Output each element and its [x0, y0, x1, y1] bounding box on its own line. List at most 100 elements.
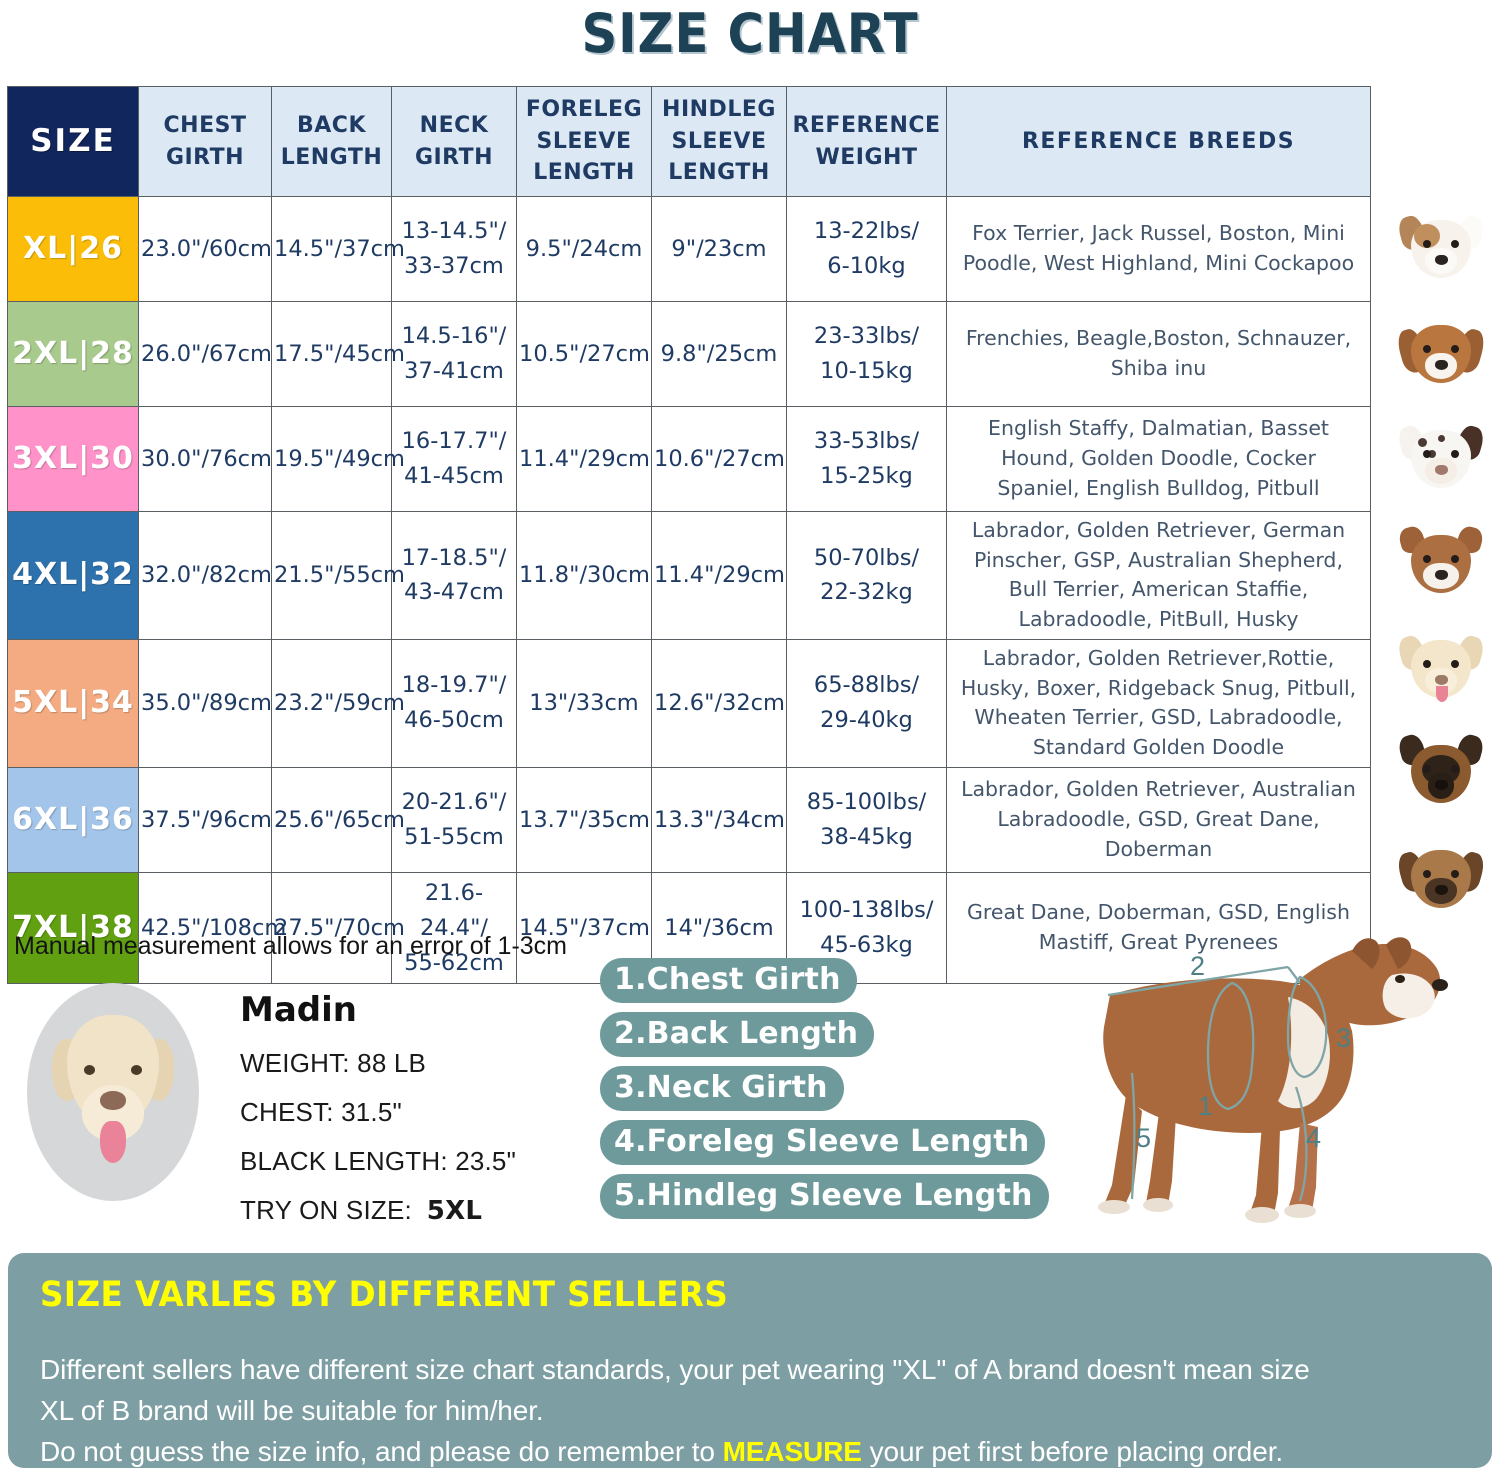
dog-illustration: [1098, 937, 1448, 1223]
column-header-size: SIZE: [7, 86, 139, 197]
cell-neck-girth: 13-14.5"/ 33-37cm: [391, 196, 517, 302]
page-title: SIZE CHART: [581, 2, 919, 65]
legend-row-3: 3.Neck Girth: [600, 1066, 1049, 1120]
cell-hindleg: 12.6"/32cm: [651, 638, 787, 768]
table-body: XL|26 23.0"/60cm 14.5"/37cm 13-14.5"/ 33-…: [7, 196, 1371, 985]
cell-chest-girth: 35.0"/89cm: [138, 638, 272, 768]
seller-warning-banner: SIZE VARLES BY DIFFERENT SELLERS Differe…: [8, 1253, 1492, 1468]
measurement-legend: 1.Chest Girth 2.Back Length 3.Neck Girth…: [600, 958, 1049, 1228]
legend-row-5: 5.Hindleg Sleeve Length: [600, 1174, 1049, 1228]
cell-neck-girth: 20-21.6"/ 51-55cm: [391, 766, 517, 873]
diagram-marker-5: 5: [1136, 1123, 1151, 1153]
cell-reference-breeds: Great Dane, Doberman, GSD, English Masti…: [946, 871, 1371, 985]
diagram-marker-3: 3: [1336, 1023, 1351, 1053]
legend-row-4: 4.Foreleg Sleeve Length: [600, 1120, 1049, 1174]
cell-hindleg: 11.4"/29cm: [651, 511, 787, 640]
weight-kg: 22-32kg: [820, 579, 913, 606]
diagram-markers: 2 3 1 4 5: [1136, 951, 1351, 1153]
banner-line-3-prefix: Do not guess the size info, and please d…: [40, 1436, 723, 1468]
cell-reference-breeds: Labrador, Golden Retriever, Australian L…: [946, 766, 1371, 873]
breed-photo-pitbull: [1382, 511, 1500, 616]
pet-avatar: [27, 983, 199, 1201]
size-label-3xl30: 3XL|30: [7, 406, 139, 512]
cell-reference-breeds: English Staffy, Dalmatian, Basset Hound,…: [946, 406, 1371, 512]
weight-kg: 38-45kg: [820, 823, 913, 850]
try-on-size-value: 5XL: [426, 1196, 483, 1226]
table-row: 4XL|32 32.0"/82cm 21.5"/55cm 17-18.5"/ 43…: [7, 511, 1371, 640]
cell-hindleg: 13.3"/34cm: [651, 766, 787, 873]
cell-foreleg: 9.5"/24cm: [516, 196, 652, 302]
cell-back-length: 25.6"/65cm: [271, 766, 405, 873]
cell-reference-breeds: Fox Terrier, Jack Russel, Boston, Mini P…: [946, 196, 1371, 302]
diagram-marker-2: 2: [1190, 951, 1205, 981]
column-header-back-length: BACK LENGTH: [271, 86, 392, 197]
weight-lbs: 13-22lbs/: [813, 218, 920, 245]
cell-chest-girth: 37.5"/96cm: [138, 766, 272, 873]
legend-item-chest-girth: 1.Chest Girth: [600, 958, 857, 1003]
weight-lbs: 23-33lbs/: [813, 323, 920, 350]
cell-foreleg: 10.5"/27cm: [516, 301, 652, 407]
weight-lbs: 85-100lbs/: [806, 788, 927, 815]
cell-back-length: 21.5"/55cm: [271, 511, 405, 640]
weight-kg: 29-40kg: [820, 707, 913, 734]
cell-reference-breeds: Labrador, Golden Retriever,Rottie, Husky…: [946, 638, 1371, 768]
table-row: 3XL|30 30.0"/76cm 19.5"/49cm 16-17.7"/ 41…: [7, 406, 1371, 512]
size-label-xl26: XL|26: [7, 196, 139, 302]
neck-girth-cm: 55-62cm: [404, 949, 504, 976]
table-header: SIZE CHEST GIRTH BACK LENGTH NECK GIRTH FOR…: [7, 86, 1371, 197]
table-row: 5XL|34 35.0"/89cm 23.2"/59cm 18-19.7"/ 46…: [7, 638, 1371, 768]
column-header-chest-girth: CHEST GIRTH: [138, 86, 272, 197]
neck-girth-inches: 20-21.6"/: [401, 788, 507, 815]
breed-photo-beagle: [1382, 301, 1500, 406]
cell-reference-weight: 85-100lbs/38-45kg: [786, 766, 947, 873]
table-row: XL|26 23.0"/60cm 14.5"/37cm 13-14.5"/ 33-…: [7, 196, 1371, 302]
cell-foreleg: 11.4"/29cm: [516, 406, 652, 512]
legend-row-2: 2.Back Length: [600, 1012, 1049, 1066]
diagram-marker-4: 4: [1306, 1123, 1321, 1153]
cell-hindleg: 10.6"/27cm: [651, 406, 787, 512]
size-label-6xl36: 6XL|36: [7, 766, 139, 873]
header-row: SIZE CHEST GIRTH BACK LENGTH NECK GIRTH FOR…: [7, 86, 1371, 197]
neck-girth-cm: 46-50cm: [404, 707, 504, 734]
measurement-lines: [1107, 965, 1328, 1202]
neck-girth-inches: 17-18.5"/: [401, 544, 507, 571]
table-row: 7XL|38 42.5"/108cm 27.5"/70cm 21.6-24.4"…: [7, 871, 1371, 985]
cell-reference-weight: 23-33lbs/10-15kg: [786, 301, 947, 407]
weight-kg: 6-10kg: [827, 253, 906, 279]
cell-foreleg: 13.7"/35cm: [516, 766, 652, 873]
line-foreleg-sleeve: [1294, 1086, 1308, 1202]
breed-photo-column: [1382, 196, 1500, 931]
column-header-hindleg-sleeve-length: HINDLEG SLEEVE LENGTH: [651, 86, 787, 197]
cell-chest-girth: 42.5"/108cm: [138, 871, 286, 985]
try-on-label: TRY ON SIZE:: [240, 1195, 412, 1225]
size-table: SIZE CHEST GIRTH BACK LENGTH NECK GIRTH FOR…: [7, 86, 1371, 985]
line-chest-girth: [1206, 981, 1255, 1111]
size-label-4xl32: 4XL|32: [7, 511, 139, 640]
banner-measure-highlight: MEASURE: [722, 1436, 862, 1468]
cell-reference-breeds: Labrador, Golden Retriever, German Pinsc…: [946, 511, 1371, 640]
banner-line-3: Do not guess the size info, and please d…: [40, 1431, 1464, 1472]
line-neck-girth: [1286, 975, 1328, 1079]
column-header-foreleg-sleeve-length: FORELEG SLEEVE LENGTH: [516, 86, 652, 197]
weight-lbs: 33-53lbs/: [813, 428, 920, 455]
breed-photo-german-shepherd: [1382, 721, 1500, 826]
column-header-reference-breeds: REFERENCE BREEDS: [946, 86, 1371, 197]
neck-girth-inches: 13-14.5"/: [401, 218, 507, 245]
banner-line-3-suffix: your pet first before placing order.: [861, 1436, 1284, 1468]
size-table-container: SIZE CHEST GIRTH BACK LENGTH NECK GIRTH FOR…: [7, 86, 1371, 985]
size-label-7xl38: 7XL|38: [7, 871, 139, 985]
weight-lbs: 65-88lbs/: [813, 672, 920, 699]
cell-back-length: 14.5"/37cm: [271, 196, 405, 302]
banner-line-1: Different sellers have different size ch…: [40, 1354, 1310, 1385]
banner-line-2: XL of B brand will be suitable for him/h…: [40, 1395, 544, 1427]
neck-girth-inches: 16-17.7"/: [401, 428, 507, 455]
cell-neck-girth: 17-18.5"/ 43-47cm: [391, 511, 517, 640]
cell-hindleg: 9"/23cm: [651, 196, 787, 302]
column-header-neck-girth: NECK GIRTH: [391, 86, 517, 197]
size-label-2xl28: 2XL|28: [7, 301, 139, 407]
pet-black-length: BLACK LENGTH: 23.5": [240, 1146, 517, 1176]
cell-foreleg: 11.8"/30cm: [516, 511, 652, 640]
line-hindleg-sleeve: [1130, 1072, 1136, 1200]
neck-girth-inches: 14.5-16"/: [401, 323, 507, 350]
